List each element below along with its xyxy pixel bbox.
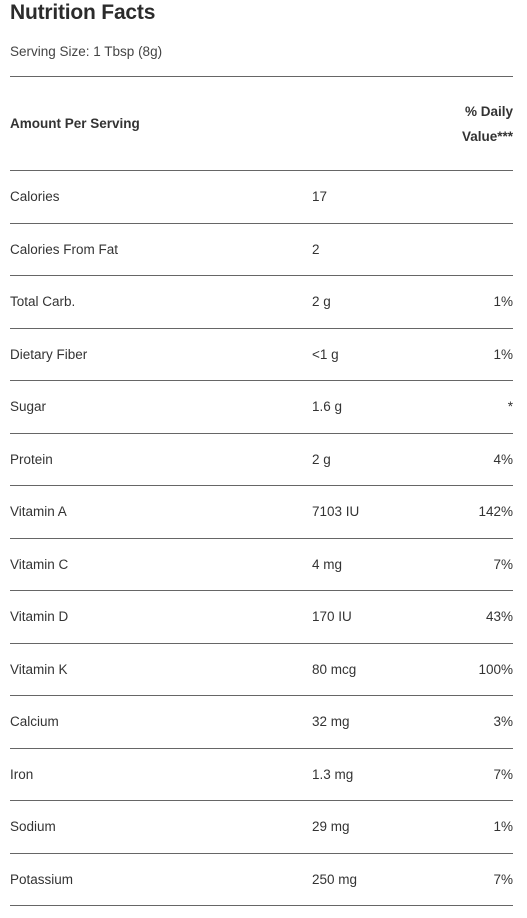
nutrient-name: Vitamin A [10, 485, 312, 539]
nutrient-amount: 17 [312, 170, 432, 224]
nutrient-daily-value: 7% [432, 748, 513, 801]
nutrient-amount: 2 g [312, 433, 432, 486]
table-row: Total Carb. 2 g 1% [10, 275, 513, 329]
nutrient-daily-value: 1% [432, 800, 513, 854]
nutrient-name: Iron [10, 748, 312, 801]
table-row: Calcium 32 mg 3% [10, 695, 513, 749]
table-row: Iron 1.3 mg 7% [10, 748, 513, 801]
nutrient-name: Calcium [10, 695, 312, 749]
nutrient-daily-value: 1% [432, 275, 513, 329]
nutrient-daily-value: 3% [432, 695, 513, 749]
nutrient-amount: 250 mg [312, 853, 432, 906]
nutrition-rows: Calories 17 Calories From Fat 2 Total Carb. 2… [10, 170, 513, 906]
table-row: Vitamin A 7103 IU 142% [10, 485, 513, 539]
nutrient-amount: 32 mg [312, 695, 432, 749]
table-row: Potassium 250 mg 7% [10, 853, 513, 906]
nutrient-name: Protein [10, 433, 312, 486]
amount-per-serving-header: Amount Per Serving [10, 77, 312, 171]
amount-column-header [312, 77, 432, 171]
nutrient-daily-value: 4% [432, 433, 513, 486]
nutrient-name: Total Carb. [10, 275, 312, 329]
nutrient-amount: 2 [312, 223, 432, 276]
nutrient-daily-value: 142% [432, 485, 513, 539]
table-row: Protein 2 g 4% [10, 433, 513, 486]
nutrient-amount: 2 g [312, 275, 432, 329]
nutrient-name: Dietary Fiber [10, 328, 312, 381]
nutrient-amount: 7103 IU [312, 485, 432, 539]
nutrient-daily-value [432, 170, 513, 224]
nutrient-daily-value [432, 223, 513, 276]
nutrient-daily-value: 7% [432, 538, 513, 591]
table-row: Vitamin K 80 mcg 100% [10, 643, 513, 696]
divider [10, 76, 513, 77]
nutrient-name: Sugar [10, 380, 312, 434]
daily-value-header-line2: Value*** [461, 128, 513, 144]
table-row: Calories From Fat 2 [10, 223, 513, 276]
serving-size: Serving Size: 1 Tbsp (8g) [10, 44, 163, 59]
nutrient-name: Calories [10, 170, 312, 224]
nutrient-name: Vitamin C [10, 538, 312, 591]
table-row: Dietary Fiber <1 g 1% [10, 328, 513, 381]
page-title: Nutrition Facts [10, 1, 156, 24]
nutrient-name: Potassium [10, 853, 312, 906]
nutrition-facts-panel: Nutrition Facts Serving Size: 1 Tbsp (8g… [10, 0, 513, 906]
nutrient-amount: 170 IU [312, 590, 432, 644]
nutrition-table: Amount Per Serving % Daily Value*** Calo… [10, 77, 513, 906]
nutrient-name: Sodium [10, 800, 312, 854]
nutrient-daily-value: 100% [432, 643, 513, 696]
table-row: Sugar 1.6 g * [10, 380, 513, 434]
nutrient-daily-value: * [432, 380, 513, 434]
daily-value-header: % Daily Value*** [432, 77, 513, 171]
table-row: Calories 17 [10, 170, 513, 224]
nutrient-daily-value: 7% [432, 853, 513, 906]
nutrient-amount: <1 g [312, 328, 432, 381]
table-row: Vitamin D 170 IU 43% [10, 590, 513, 644]
nutrient-amount: 29 mg [312, 800, 432, 854]
nutrient-daily-value: 1% [432, 328, 513, 381]
nutrient-daily-value: 43% [432, 590, 513, 644]
nutrient-name: Vitamin D [10, 590, 312, 644]
nutrient-name: Calories From Fat [10, 223, 312, 276]
nutrient-name: Vitamin K [10, 643, 312, 696]
table-row: Sodium 29 mg 1% [10, 800, 513, 854]
nutrient-amount: 4 mg [312, 538, 432, 591]
daily-value-header-line1: % Daily [464, 103, 513, 119]
table-header-row: Amount Per Serving % Daily Value*** [10, 77, 513, 171]
nutrient-amount: 1.3 mg [312, 748, 432, 801]
nutrient-amount: 1.6 g [312, 380, 432, 434]
nutrient-amount: 80 mcg [312, 643, 432, 696]
